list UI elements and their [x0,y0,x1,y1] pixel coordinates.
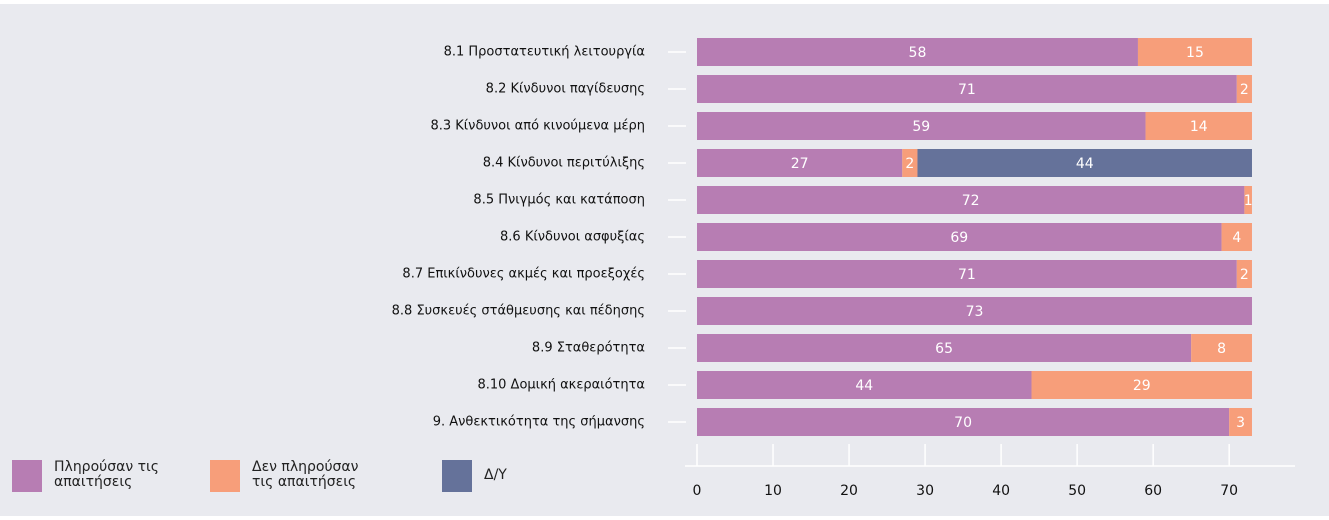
bar-segment [697,149,903,177]
category-label: 8.1 Προστατευτική λειτουργία [444,45,645,60]
value-label: 27 [791,156,809,172]
bar-segment [697,38,1138,66]
bar-segment [1145,112,1252,140]
bar-segment [1244,186,1252,214]
category-label: 8.3 Κίνδυνοι από κινούμενα μέρη [430,119,645,134]
value-label: 4 [1232,230,1241,246]
bar-segment [1236,75,1252,103]
bar-segment [697,408,1230,436]
value-label: 58 [909,45,927,61]
category-label: 8.5 Πνιγμός και κατάποση [473,193,645,208]
value-label: 65 [935,341,953,357]
legend-item: Δ/Υ [442,460,594,492]
legend-swatch [442,460,472,492]
category-label: 8.8 Συσκευές στάθμευσης και πέδησης [392,304,645,319]
category-label: 8.4 Κίνδυνοι περιτύλιξης [483,156,645,171]
bar-segment [902,149,918,177]
legend-label: Δεν πληρούσαν τις απαιτήσεις [252,459,359,490]
legend-item: Πληρούσαν τις απαιτήσεις [12,460,164,492]
value-label: 70 [954,415,972,431]
bar-segment [697,223,1222,251]
x-tick-label: 20 [840,483,858,499]
value-label: 59 [912,119,930,135]
bar-segment [1191,334,1252,362]
value-label: 2 [1240,82,1249,98]
bar-segment [697,371,1032,399]
bar-segment [1221,223,1252,251]
x-tick-label: 50 [1068,483,1086,499]
value-label: 44 [1076,156,1094,172]
bar-segment [697,75,1237,103]
bar-segment [697,334,1192,362]
legend-item: Δεν πληρούσαν τις απαιτήσεις [210,460,362,492]
category-label: 8.10 Δομική ακεραιότητα [477,378,645,393]
chart-card: 8.1 Προστατευτική λειτουργία 58 15 8.2 Κίνδ… [0,4,1329,516]
value-label: 3 [1236,415,1245,431]
x-tick-label: 30 [916,483,934,499]
bar-segment [1137,38,1252,66]
category-label: 8.7 Επικίνδυνες ακμές και προεξοχές [402,267,645,282]
x-tick-label: 10 [764,483,782,499]
value-label: 2 [905,156,914,172]
chart: 8.1 Προστατευτική λειτουργία 58 15 8.2 Κίνδ… [392,38,1295,499]
category-label: 8.6 Κίνδυνοι ασφυξίας [500,230,645,245]
bar-segment [1236,260,1252,288]
value-label: 2 [1240,267,1249,283]
bar-segment [697,112,1146,140]
value-label: 1 [1244,193,1253,209]
x-tick-label: 60 [1144,483,1162,499]
value-label: 71 [958,267,976,283]
legend-label: Πληρούσαν τις απαιτήσεις [54,459,159,490]
legend-swatch [210,460,240,492]
bar-segment [917,149,1252,177]
value-label: 29 [1133,378,1151,394]
bar-segment [697,260,1237,288]
value-label: 8 [1217,341,1226,357]
bar-segment [1229,408,1252,436]
value-label: 69 [950,230,968,246]
legend-swatch [12,460,42,492]
value-label: 72 [962,193,980,209]
x-tick-label: 70 [1220,483,1238,499]
bar-segment [1031,371,1252,399]
category-label: 8.9 Σταθερότητα [532,341,645,356]
value-label: 71 [958,82,976,98]
bar-segment [697,186,1245,214]
value-label: 14 [1190,119,1208,135]
value-label: 15 [1186,45,1204,61]
x-tick-label: 40 [992,483,1010,499]
bar-segment [697,297,1252,325]
legend-label: Δ/Υ [484,467,507,483]
category-label: 9. Ανθεκτικότητα της σήμανσης [433,415,645,430]
category-label: 8.2 Κίνδυνοι παγίδευσης [486,82,645,97]
value-label: 44 [855,378,873,394]
x-tick-label: 0 [693,483,702,499]
value-label: 73 [966,304,984,320]
